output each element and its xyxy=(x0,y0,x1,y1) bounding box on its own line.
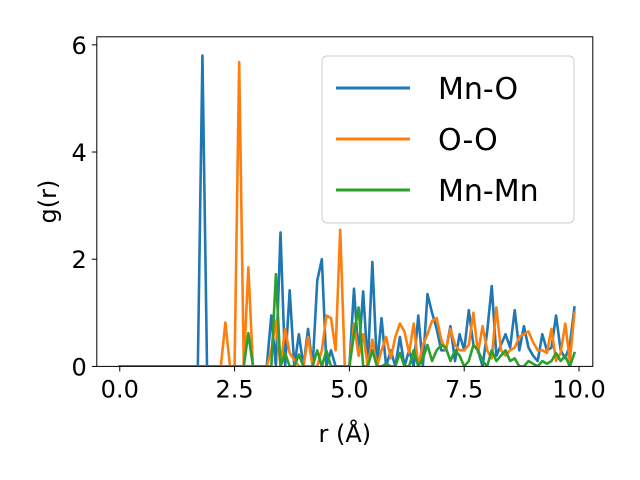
y-tick-label: 2 xyxy=(72,246,87,274)
x-tick-label: 2.5 xyxy=(215,375,253,403)
axes-frame xyxy=(96,36,594,367)
x-tick-label: 0.0 xyxy=(101,375,139,403)
legend-label-mn-o: Mn-O xyxy=(438,72,518,107)
series-line-mn-mn xyxy=(118,272,577,367)
x-ticks: 0.0 2.5 5.0 7.5 10.0 xyxy=(101,366,606,403)
y-tick-label: 4 xyxy=(72,139,87,167)
y-ticks: 0 2 4 6 xyxy=(72,32,97,381)
x-tick-label: 10.0 xyxy=(552,375,605,403)
legend-label-o-o: O-O xyxy=(438,123,498,158)
legend-label-mn-mn: Mn-Mn xyxy=(438,174,539,209)
y-axis-label: g(r) xyxy=(34,180,62,224)
legend: Mn-O O-O Mn-Mn xyxy=(321,55,575,224)
x-axis-label: r (Å) xyxy=(318,419,371,448)
x-tick-label: 7.5 xyxy=(445,375,483,403)
y-tick-label: 6 xyxy=(72,32,87,60)
y-tick-label: 0 xyxy=(72,353,87,381)
x-tick-label: 5.0 xyxy=(330,375,368,403)
legend-box xyxy=(321,55,575,224)
